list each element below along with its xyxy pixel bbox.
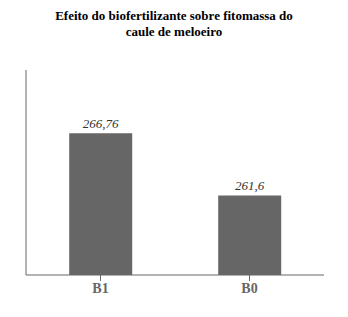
svg-text:266,76: 266,76 bbox=[83, 116, 119, 131]
svg-text:B1: B1 bbox=[92, 281, 108, 296]
svg-text:B0: B0 bbox=[241, 281, 257, 296]
html-text:Efeito do biofertilizante sobr: Efeito do biofertilizante sobre fitomass… bbox=[55, 8, 293, 23]
svg-text:261,6: 261,6 bbox=[235, 178, 265, 193]
html-text:caule de meloeiro: caule de meloeiro bbox=[125, 24, 223, 39]
